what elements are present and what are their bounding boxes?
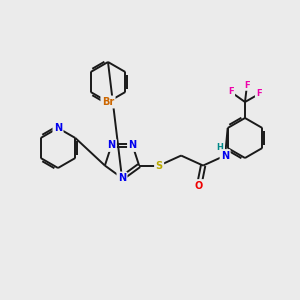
Text: Br: Br bbox=[102, 97, 114, 107]
Text: N: N bbox=[221, 151, 229, 160]
Text: N: N bbox=[118, 173, 126, 183]
Text: N: N bbox=[107, 140, 116, 150]
Text: H: H bbox=[217, 143, 224, 152]
Text: F: F bbox=[244, 80, 250, 89]
Text: N: N bbox=[54, 123, 62, 133]
Text: O: O bbox=[195, 181, 203, 190]
Text: F: F bbox=[228, 88, 234, 97]
Text: N: N bbox=[128, 140, 136, 150]
Text: F: F bbox=[256, 89, 262, 98]
Text: S: S bbox=[156, 160, 163, 171]
